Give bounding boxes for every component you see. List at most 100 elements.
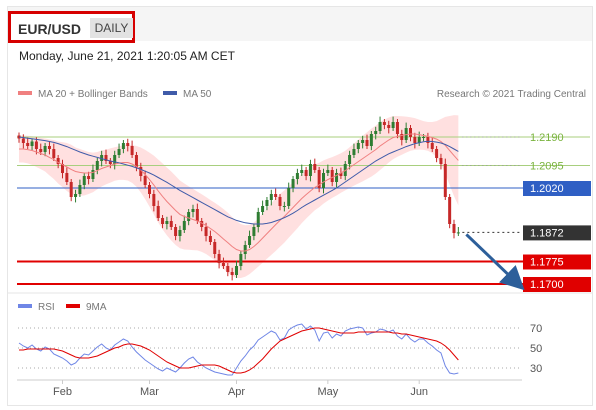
level-label-1-1700: 1.1700 xyxy=(530,279,564,291)
candle-body xyxy=(322,173,325,188)
candle-body xyxy=(330,170,334,182)
legend-item-9ma: 9MA xyxy=(86,302,107,313)
candle-body xyxy=(61,164,64,173)
credit-text: Research © 2021 Trading Central xyxy=(437,89,586,100)
candle-body xyxy=(87,176,91,179)
candle-body xyxy=(95,161,99,170)
chart-card: EUR/USD DAILY Monday, June 21, 2021 1:20… xyxy=(7,6,593,406)
candle-body xyxy=(82,176,86,185)
candle-body xyxy=(191,209,195,212)
period-button[interactable]: DAILY xyxy=(90,18,133,38)
candle-body xyxy=(256,212,260,227)
candle-body xyxy=(361,140,365,143)
candle-body xyxy=(352,149,356,155)
rsi-line xyxy=(18,323,459,376)
candle-body xyxy=(261,206,265,212)
candle-body xyxy=(422,137,426,138)
candle-body xyxy=(117,149,121,155)
level-tag-1-1700 xyxy=(523,277,591,292)
rsi-ma-line xyxy=(19,327,459,374)
candle-body xyxy=(269,194,273,200)
candle-body xyxy=(47,146,51,149)
candle-body xyxy=(448,197,452,224)
level-tag-1-1775 xyxy=(523,254,591,270)
candle-body xyxy=(230,272,234,275)
level-label-1-2190: 1.2190 xyxy=(530,132,564,144)
candle-body xyxy=(221,263,225,266)
candle-body xyxy=(52,149,56,158)
candle-body xyxy=(278,197,282,206)
candle-body xyxy=(400,134,404,140)
candle-body xyxy=(152,194,156,206)
level-label-1-1775: 1.1775 xyxy=(530,257,564,269)
x-tick-apr: Apr xyxy=(228,386,245,398)
candle-body xyxy=(308,164,312,176)
candle-body xyxy=(404,128,408,140)
level-label-1-1872: 1.1872 xyxy=(530,227,564,239)
level-tag-1-1872 xyxy=(523,225,591,241)
candle-body xyxy=(243,245,247,254)
candle-body xyxy=(65,173,69,182)
candle-body xyxy=(413,137,417,143)
candle-body xyxy=(348,155,352,164)
candle-body xyxy=(156,206,160,218)
candle-body xyxy=(378,122,382,131)
candle-body xyxy=(252,227,256,236)
candle-body xyxy=(217,254,221,263)
candle-body xyxy=(365,140,369,146)
candle-body xyxy=(143,176,147,185)
bollinger-band xyxy=(19,115,459,278)
candle-body xyxy=(100,155,104,161)
candle-body xyxy=(439,158,443,164)
rsi-tick-50: 50 xyxy=(530,343,542,355)
candle-body xyxy=(21,138,25,143)
candle-body xyxy=(369,134,373,146)
symbol-selector[interactable]: EUR/USD DAILY xyxy=(8,11,135,43)
candle-body xyxy=(443,164,447,197)
candle-body xyxy=(69,182,73,197)
candle-body xyxy=(178,230,182,236)
candle-body xyxy=(452,224,456,233)
candle-body xyxy=(226,266,230,272)
x-tick-mar: Mar xyxy=(140,386,159,398)
candle-body xyxy=(295,173,299,179)
candle-body xyxy=(104,155,108,161)
candle-body xyxy=(287,188,291,206)
candle-body xyxy=(174,227,178,236)
candle-body xyxy=(317,170,321,188)
candle-body xyxy=(130,146,134,155)
candle-body xyxy=(139,167,143,176)
candle-body xyxy=(300,170,304,173)
candle-body xyxy=(382,122,386,125)
legend-swatch xyxy=(163,91,177,95)
level-label-1-2020: 1.2020 xyxy=(530,183,564,195)
candle-body xyxy=(430,143,434,149)
x-tick-may: May xyxy=(317,386,338,398)
rsi-tick-70: 70 xyxy=(530,323,542,335)
level-label-1-2095: 1.2095 xyxy=(530,161,564,173)
candle-body xyxy=(417,137,421,143)
price-plot: 1.2190 1.2095 1.2020 1.1872 1.1775 1.1700 xyxy=(17,115,591,292)
ma20-line xyxy=(19,133,459,252)
candle-body xyxy=(265,200,269,206)
candle-body xyxy=(387,125,391,128)
candle-body xyxy=(108,161,112,164)
candle-body xyxy=(148,185,151,194)
candle-body xyxy=(248,236,252,245)
candle-body xyxy=(313,164,317,170)
x-tick-feb: Feb xyxy=(53,386,72,398)
candle-body xyxy=(395,122,399,134)
legend-item-ma20: MA 20 + Bollinger Bands xyxy=(38,89,148,100)
timestamp: Monday, June 21, 2021 1:20:05 AM CET xyxy=(19,49,235,63)
candle-body xyxy=(213,242,217,254)
candle-body xyxy=(326,170,330,173)
candle-body xyxy=(435,149,439,158)
candle-body xyxy=(126,143,130,146)
candle-body xyxy=(39,149,43,152)
legend-swatch xyxy=(18,304,32,308)
candle-body xyxy=(239,254,243,266)
candle-body xyxy=(426,137,430,143)
candle-body xyxy=(356,143,360,149)
candle-body xyxy=(374,131,378,134)
